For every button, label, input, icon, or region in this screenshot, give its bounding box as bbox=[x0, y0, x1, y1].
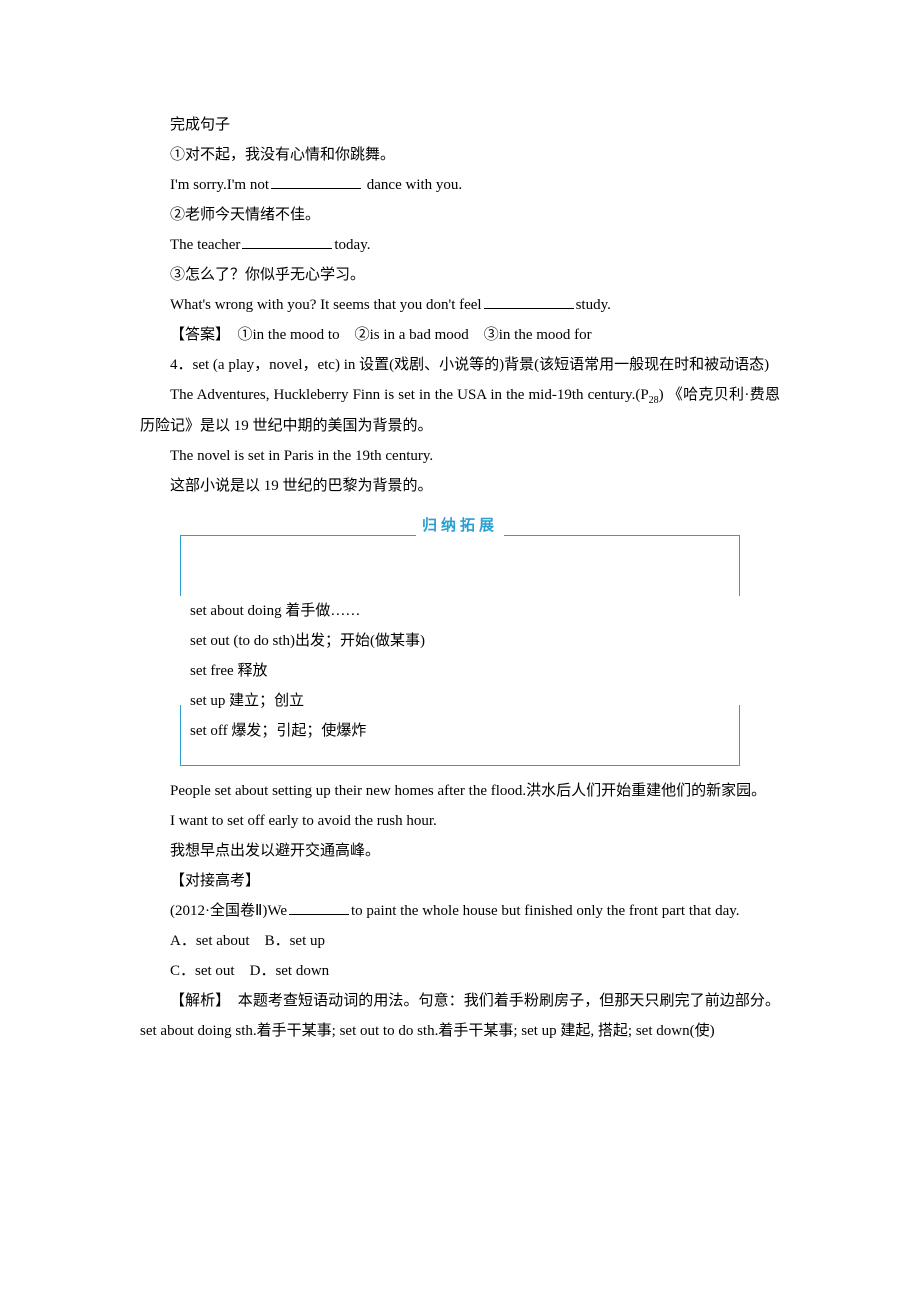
box-title-wrap: 归纳拓展 bbox=[140, 511, 780, 537]
ex2-zh: 这部小说是以 19 世纪的巴黎为背景的。 bbox=[140, 471, 780, 501]
q3-en-b: study. bbox=[576, 297, 611, 313]
blank-icon bbox=[242, 233, 332, 249]
gaokao-label: 【对接高考】 bbox=[140, 866, 780, 896]
q3-en: What's wrong with you? It seems that you… bbox=[140, 290, 780, 320]
blank-icon bbox=[271, 173, 361, 189]
ex3: People set about setting up their new ho… bbox=[140, 776, 780, 806]
gk-stem-b: to paint the whole house but finished on… bbox=[351, 903, 740, 919]
ex4-en: I want to set off early to avoid the rus… bbox=[140, 806, 780, 836]
box-l1: set about doing 着手做…… bbox=[190, 596, 730, 626]
ex1-sub: 28 bbox=[649, 395, 659, 406]
answer-line: 【答案】 ①in the mood to ②is in a bad mood ③… bbox=[140, 320, 780, 350]
gaokao-stem: (2012·全国卷Ⅱ)We to paint the whole house bu… bbox=[140, 896, 780, 926]
answer-text: ①in the mood to ②is in a bad mood ③in th… bbox=[223, 327, 592, 343]
page: 完成句子 ①对不起，我没有心情和你跳舞。 I'm sorry.I'm not d… bbox=[0, 0, 920, 1302]
bracket-bottom-icon bbox=[180, 705, 740, 766]
blank-icon bbox=[484, 293, 574, 309]
q2-en: The teacher today. bbox=[140, 230, 780, 260]
ex1: The Adventures, Huckleberry Finn is set … bbox=[140, 380, 780, 441]
q1-en-a: I'm sorry.I'm not bbox=[170, 177, 269, 193]
blank-icon bbox=[289, 899, 349, 915]
answer-label: 【答案】 bbox=[170, 327, 223, 343]
q2-en-a: The teacher bbox=[170, 237, 240, 253]
box-l3: set free 释放 bbox=[190, 656, 730, 686]
gk-optC: C．set out bbox=[170, 963, 235, 979]
heading-complete-sentences: 完成句子 bbox=[140, 110, 780, 140]
q3-en-a: What's wrong with you? It seems that you… bbox=[170, 297, 482, 313]
gk-optD: D．set down bbox=[250, 963, 330, 979]
gk-options-cd: C．set out D．set down bbox=[140, 956, 780, 986]
ex1-en-a: The Adventures, Huckleberry Finn is set … bbox=[170, 387, 649, 403]
box-title: 归纳拓展 bbox=[416, 511, 504, 541]
gk-options-ab: A．set about B．set up bbox=[140, 926, 780, 956]
item-4-head: set (a play，novel，etc) in 设置(戏剧、小说等的)背景(… bbox=[193, 357, 770, 373]
box-l2: set out (to do sth)出发；开始(做某事) bbox=[190, 626, 730, 656]
bracket-top-icon bbox=[180, 535, 740, 596]
gk-optA: A．set about bbox=[170, 933, 250, 949]
ex2-en: The novel is set in Paris in the 19th ce… bbox=[140, 441, 780, 471]
gk-explain: 【解析】 本题考查短语动词的用法。句意：我们着手粉刷房子，但那天只刷完了前边部分… bbox=[140, 986, 780, 1046]
q1-en-b: dance with you. bbox=[363, 177, 462, 193]
gk-optB: B．set up bbox=[265, 933, 325, 949]
gk-stem-a: (2012·全国卷Ⅱ)We bbox=[170, 903, 287, 919]
q1-zh: ①对不起，我没有心情和你跳舞。 bbox=[140, 140, 780, 170]
item-4: 4．set (a play，novel，etc) in 设置(戏剧、小说等的)背… bbox=[140, 350, 780, 380]
q3-zh: ③怎么了？你似乎无心学习。 bbox=[140, 260, 780, 290]
item-4-num: 4． bbox=[170, 357, 193, 373]
ex4-zh: 我想早点出发以避开交通高峰。 bbox=[140, 836, 780, 866]
q2-en-b: today. bbox=[334, 237, 370, 253]
gk-exp-label: 【解析】 bbox=[170, 993, 223, 1009]
q2-zh: ②老师今天情绪不佳。 bbox=[140, 200, 780, 230]
q1-en: I'm sorry.I'm not dance with you. bbox=[140, 170, 780, 200]
ex1-en-b: ) bbox=[659, 387, 668, 403]
summary-box: set about doing 着手做…… set out (to do sth… bbox=[180, 541, 740, 758]
gk-exp-text: 本题考查短语动词的用法。句意：我们着手粉刷房子，但那天只刷完了前边部分。set … bbox=[140, 993, 780, 1039]
